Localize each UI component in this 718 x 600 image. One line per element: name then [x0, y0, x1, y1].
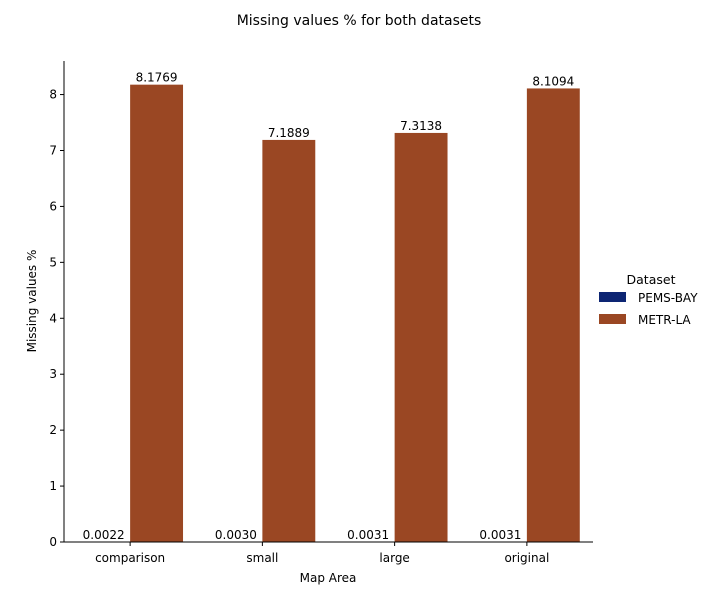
legend-swatch [599, 314, 626, 324]
legend: Dataset PEMS-BAY METR-LA [599, 272, 698, 327]
y-tick-label: 6 [49, 199, 57, 213]
legend-swatch [599, 292, 626, 302]
bar-metr-la [526, 88, 580, 543]
y-axis-label: Missing values % [25, 250, 39, 353]
data-label: 0.0031 [347, 528, 389, 542]
y-tick-label: 4 [49, 311, 57, 325]
legend-entry: PEMS-BAY [638, 291, 698, 305]
legend-title: Dataset [627, 272, 676, 287]
y-tick-label: 8 [49, 88, 57, 102]
x-axis-label: Map Area [300, 571, 357, 585]
x-tick-label: original [504, 551, 549, 565]
y-tick-label: 5 [49, 255, 57, 269]
y-tick-label: 0 [49, 535, 57, 549]
x-tick-label: large [379, 551, 409, 565]
x-tick-label: small [246, 551, 278, 565]
bar-metr-la [130, 84, 184, 543]
data-label: 0.0022 [83, 528, 125, 542]
bar-metr-la [394, 132, 448, 542]
bar-metr-la [262, 139, 316, 542]
chart-title: Missing values % for both datasets [237, 13, 482, 29]
x-tick-label: comparison [95, 551, 165, 565]
data-label: 7.1889 [268, 126, 310, 140]
y-tick-label: 2 [49, 423, 57, 437]
legend-entry: METR-LA [638, 313, 691, 327]
y-tick-label: 3 [49, 367, 57, 381]
data-label: 0.0031 [479, 528, 521, 542]
data-label: 8.1094 [532, 74, 574, 88]
y-tick-label: 7 [49, 143, 57, 157]
data-label: 0.0030 [215, 528, 257, 542]
plot-area: 0.0022 8.1769 0.0030 7.1889 0.0031 7.3138 0.00… [77, 71, 580, 543]
y-tick-label: 1 [49, 479, 57, 493]
data-label: 8.1769 [136, 71, 178, 85]
data-label: 7.3138 [400, 119, 442, 133]
